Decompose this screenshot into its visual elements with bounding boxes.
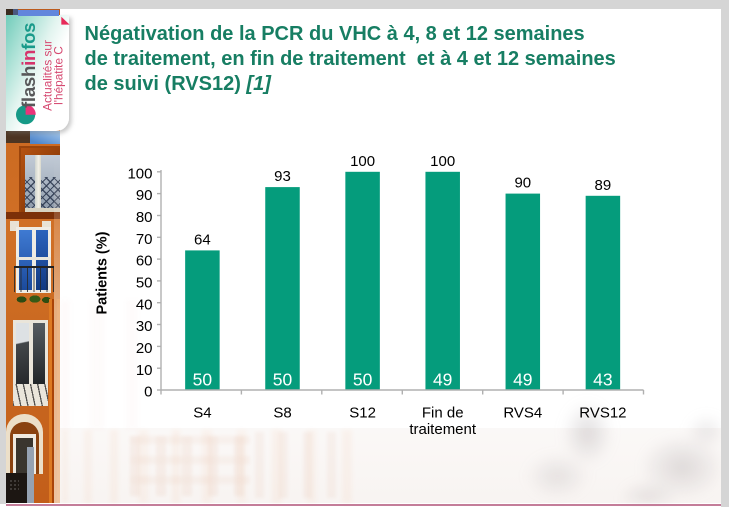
- svg-text:50: 50: [353, 370, 373, 390]
- svg-text:S4: S4: [193, 405, 211, 422]
- svg-text:70: 70: [136, 231, 153, 248]
- svg-text:40: 40: [136, 296, 153, 313]
- svg-text:43: 43: [593, 370, 612, 390]
- svg-text:Actualités sur: Actualités sur: [41, 40, 55, 111]
- svg-text:Fin de: Fin de: [422, 405, 464, 422]
- svg-text:Patients (%): Patients (%): [95, 231, 111, 314]
- svg-text:flashinfos: flashinfos: [18, 23, 39, 108]
- svg-text:64: 64: [194, 231, 211, 248]
- svg-text:S8: S8: [273, 405, 291, 422]
- svg-text:100: 100: [127, 165, 152, 182]
- svg-text:20: 20: [136, 340, 153, 357]
- svg-text:10: 10: [136, 362, 153, 379]
- svg-text:100: 100: [430, 153, 455, 170]
- svg-text:90: 90: [136, 187, 153, 204]
- svg-text:60: 60: [136, 253, 153, 270]
- svg-text:100: 100: [350, 153, 375, 170]
- svg-text:S12: S12: [349, 405, 376, 422]
- svg-text:50: 50: [193, 370, 213, 390]
- svg-text:49: 49: [433, 370, 452, 390]
- svg-text:RVS4: RVS4: [503, 405, 542, 422]
- svg-text:90: 90: [514, 175, 531, 192]
- svg-text:RVS12: RVS12: [579, 405, 626, 422]
- svg-text:0: 0: [144, 384, 152, 401]
- svg-text:30: 30: [136, 318, 153, 335]
- svg-text:l'hépatite C: l'hépatite C: [52, 46, 66, 105]
- svg-text:traitement: traitement: [409, 421, 477, 438]
- svg-text:50: 50: [273, 370, 293, 390]
- svg-text:50: 50: [136, 275, 153, 292]
- svg-text:80: 80: [136, 209, 153, 226]
- svg-text:49: 49: [513, 370, 532, 390]
- svg-text:93: 93: [274, 168, 291, 185]
- svg-text:89: 89: [595, 177, 612, 194]
